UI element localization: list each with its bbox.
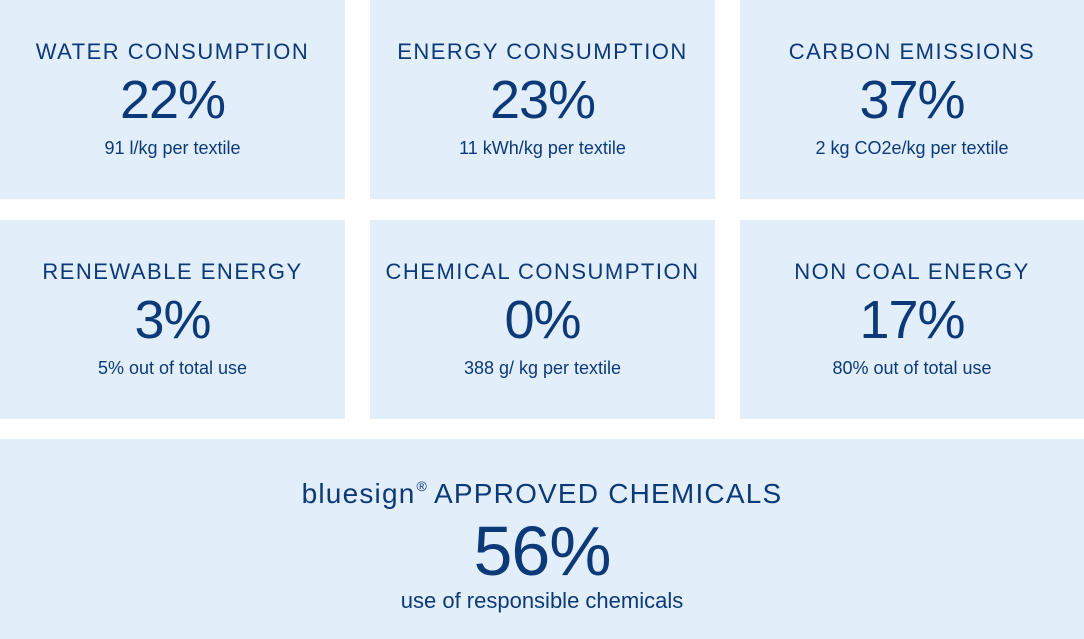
stat-tile-renewable-energy: RENEWABLE ENERGY 3% 5% out of total use xyxy=(0,220,345,419)
stat-subtext: 388 g/ kg per textile xyxy=(463,358,622,378)
stat-title: ENERGY CONSUMPTION xyxy=(397,39,688,64)
stat-value: 23% xyxy=(489,70,596,130)
stat-title: CARBON EMISSIONS xyxy=(788,39,1036,64)
stat-subtext: 80% out of total use xyxy=(832,358,992,378)
stat-subtext: 91 l/kg per textile xyxy=(104,138,241,158)
stat-title: WATER CONSUMPTION xyxy=(35,39,310,64)
stat-title: NON COAL ENERGY xyxy=(794,259,1030,284)
stat-subtext: use of responsible chemicals xyxy=(400,588,684,613)
stat-subtext: 11 kWh/kg per textile xyxy=(459,138,626,158)
stat-title: RENEWABLE ENERGY xyxy=(42,259,303,284)
stat-title-text: APPROVED CHEMICALS xyxy=(434,478,783,509)
stat-value: 56% xyxy=(473,512,611,590)
stat-value: 17% xyxy=(859,290,965,350)
stat-tile-chemical-consumption: CHEMICAL CONSUMPTION 0% 388 g/ kg per te… xyxy=(370,220,715,419)
stat-tile-non-coal-energy: NON COAL ENERGY 17% 80% out of total use xyxy=(740,220,1084,419)
stat-tile-carbon-emissions: CARBON EMISSIONS 37% 2 kg CO2e/kg per te… xyxy=(740,0,1084,199)
stat-value: 3% xyxy=(134,290,211,350)
stat-value: 22% xyxy=(119,70,226,130)
stat-value: 0% xyxy=(504,290,581,350)
stat-title: CHEMICAL CONSUMPTION xyxy=(385,259,700,284)
stat-tile-energy-consumption: ENERGY CONSUMPTION 23% 11 kWh/kg per tex… xyxy=(370,0,715,199)
stat-subtext: 2 kg CO2e/kg per textile xyxy=(815,138,1009,158)
stat-value: 37% xyxy=(859,70,965,130)
registered-mark: ® xyxy=(416,478,429,494)
stat-title: bluesign® APPROVED CHEMICALS xyxy=(302,470,783,510)
brand-name: bluesign xyxy=(301,478,416,509)
stat-tile-water-consumption: WATER CONSUMPTION 22% 91 l/kg per textil… xyxy=(0,0,345,199)
stat-tile-approved-chemicals: bluesign® APPROVED CHEMICALS 56% use of r… xyxy=(0,439,1084,639)
stat-subtext: 5% out of total use xyxy=(97,358,248,378)
